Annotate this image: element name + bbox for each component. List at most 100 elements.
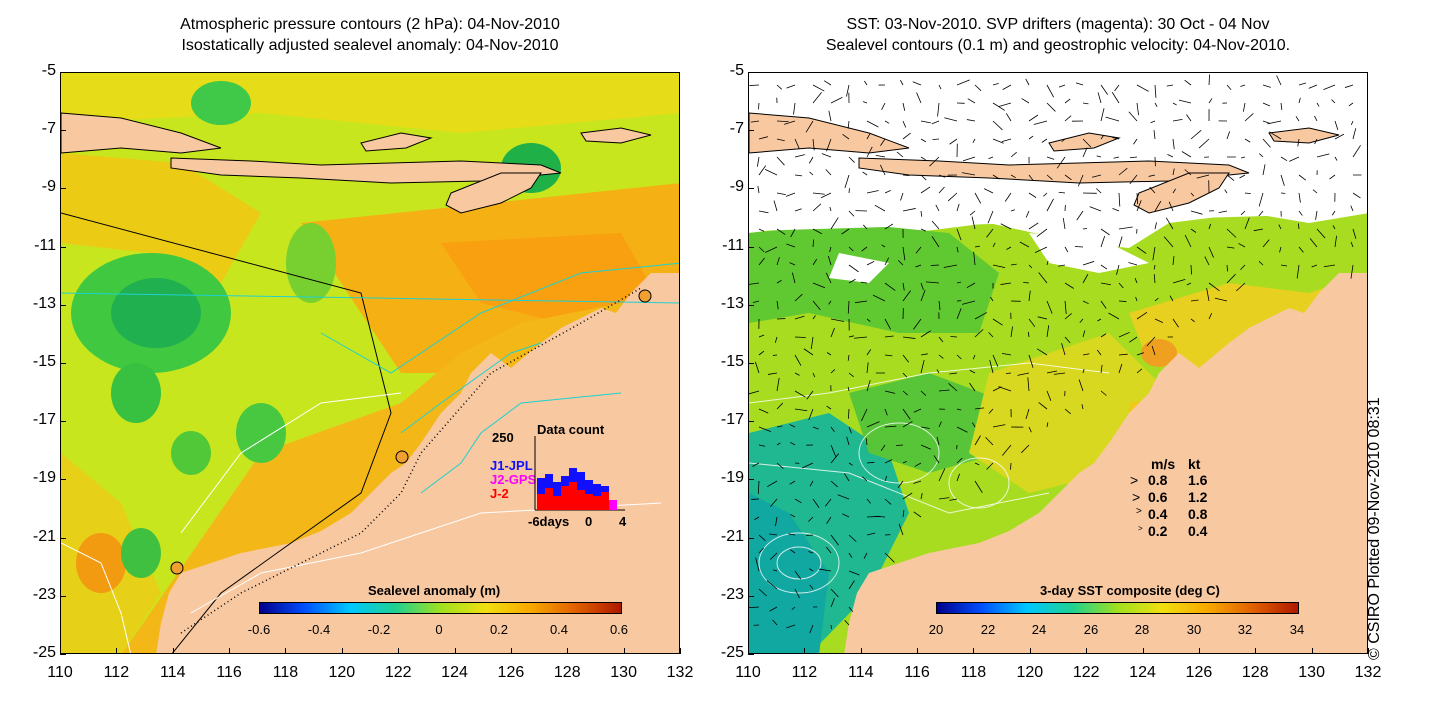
right-x-tick-label: 124 <box>1129 664 1156 681</box>
velocity-legend-kt: 1.6 <box>1188 472 1208 488</box>
sealevel-colorbar-title: Sealevel anomaly (m) <box>368 583 501 598</box>
right-title-line1: SST: 03-Nov-2010. SVP drifters (magenta)… <box>846 16 1270 33</box>
sealevel-anomaly-map <box>60 72 680 654</box>
right-x-tick-mark <box>1086 648 1088 654</box>
right-y-tick-mark <box>748 479 754 481</box>
right-y-tick-label: -23 <box>720 585 744 603</box>
sst-map <box>748 72 1368 654</box>
left-y-tick-label: -7 <box>41 120 56 138</box>
right-x-tick-label: 128 <box>1241 664 1269 681</box>
right-x-tick-mark <box>1368 648 1369 654</box>
left-x-tick-mark <box>116 648 118 654</box>
right-x-tick-label: 122 <box>1072 664 1100 681</box>
left-x-tick-label: 118 <box>272 664 299 681</box>
velocity-legend-header-kt: kt <box>1188 456 1201 472</box>
right-y-tick-mark <box>748 304 754 306</box>
sealevel-tick: 0.4 <box>549 622 569 637</box>
right-x-tick-mark <box>860 648 862 654</box>
right-y-tick-label: -25 <box>720 644 744 661</box>
left-title-line1: Atmospheric pressure contours (2 hPa): 0… <box>180 16 560 33</box>
right-x-tick-mark <box>1029 648 1031 654</box>
right-y-tick-mark <box>748 246 754 248</box>
velocity-legend-ms: 0.8 <box>1148 472 1168 488</box>
sst-tick: 22 <box>980 622 996 637</box>
right-x-tick-mark <box>973 648 975 654</box>
right-x-tick-mark <box>1255 648 1257 654</box>
left-x-tick-mark <box>229 648 231 654</box>
sst-tick: 30 <box>1186 622 1202 637</box>
left-title-line2: Isostatically adjusted sealevel anomaly:… <box>181 37 559 54</box>
copyright-text: © CSIRO Plotted 09-Nov-2010 08:31 <box>1366 397 1383 660</box>
legend-j2: J-2 <box>490 486 509 501</box>
left-x-tick-label: 120 <box>328 664 356 681</box>
left-x-tick-mark <box>60 648 61 654</box>
velocity-arrow-icon: > <box>1138 524 1143 533</box>
left-y-tick-mark <box>60 537 66 539</box>
velocity-legend-kt: 0.4 <box>1188 523 1208 539</box>
right-y-tick-mark <box>748 537 754 539</box>
right-y-tick-label: -13 <box>720 294 744 312</box>
sst-tick: 32 <box>1237 622 1253 637</box>
right-x-tick-mark <box>748 648 749 654</box>
sst-colorbar-title: 3-day SST composite (deg C) <box>1040 583 1220 598</box>
left-panel-title: Atmospheric pressure contours (2 hPa): 0… <box>60 14 680 56</box>
right-y-tick-mark <box>748 421 754 423</box>
velocity-legend-header-ms: m/s <box>1151 456 1176 472</box>
right-y-tick-label: -21 <box>720 527 744 545</box>
left-x-tick-label: 112 <box>103 664 130 681</box>
sst-tick: 20 <box>928 622 944 637</box>
velocity-legend-kt: 1.2 <box>1188 489 1208 505</box>
right-y-tick-label: -17 <box>720 411 744 429</box>
right-title-line2: Sealevel contours (0.1 m) and geostrophi… <box>825 37 1291 54</box>
sst-tick: 24 <box>1031 622 1047 637</box>
left-x-tick-label: 124 <box>441 664 468 681</box>
sst-tick: 34 <box>1289 622 1305 637</box>
velocity-legend-ms: 0.4 <box>1148 506 1168 522</box>
left-x-tick-mark <box>680 648 681 654</box>
left-y-tick-label: -13 <box>32 294 56 312</box>
data-count-xlabel-start: -6days <box>528 514 570 529</box>
right-x-tick-label: 130 <box>1298 664 1325 681</box>
left-y-tick-mark <box>60 479 66 481</box>
left-y-tick-mark <box>60 246 66 248</box>
left-y-tick-label: -9 <box>41 178 56 196</box>
right-y-tick-label: -9 <box>729 178 744 196</box>
sst-colorbar-gradient <box>936 602 1299 614</box>
left-y-tick-mark <box>60 304 66 306</box>
velocity-arrow-icon: > <box>1132 489 1141 505</box>
sealevel-tick: -0.2 <box>367 622 391 637</box>
velocity-legend-kt: 0.8 <box>1188 506 1208 522</box>
sealevel-tick: 0.2 <box>489 622 509 637</box>
sealevel-tick: -0.4 <box>307 622 331 637</box>
right-x-tick-label: 112 <box>791 664 818 681</box>
right-y-tick-mark <box>748 654 754 655</box>
right-x-tick-label: 114 <box>847 664 874 681</box>
sst-tick: 26 <box>1083 622 1099 637</box>
left-x-tick-label: 126 <box>497 664 525 681</box>
data-count-histogram <box>534 436 625 511</box>
right-panel-title: SST: 03-Nov-2010. SVP drifters (magenta)… <box>748 14 1368 56</box>
right-x-tick-mark <box>804 648 806 654</box>
sealevel-tick: -0.6 <box>247 622 271 637</box>
left-y-tick-mark <box>60 654 66 655</box>
left-y-tick-label: -21 <box>32 527 56 545</box>
legend-j1-jpl: J1-JPL <box>490 458 533 473</box>
right-y-tick-label: -11 <box>722 236 744 254</box>
left-x-tick-label: 116 <box>216 664 242 681</box>
left-x-tick-mark <box>341 648 343 654</box>
left-x-tick-label: 128 <box>553 664 581 681</box>
data-count-ymax: 250 <box>492 430 514 445</box>
left-y-tick-mark <box>60 188 66 190</box>
velocity-legend-ms: 0.2 <box>1148 523 1168 539</box>
left-y-tick-label: -17 <box>32 411 56 429</box>
right-x-tick-label: 120 <box>1016 664 1044 681</box>
right-x-tick-mark <box>1198 648 1200 654</box>
right-y-tick-mark <box>748 363 754 364</box>
left-x-tick-label: 114 <box>159 664 186 681</box>
left-y-tick-label: -11 <box>34 236 56 254</box>
left-y-tick-label: -25 <box>32 644 56 661</box>
right-y-tick-mark <box>748 595 754 597</box>
left-y-tick-mark <box>60 421 66 423</box>
left-x-tick-mark <box>285 648 287 654</box>
right-y-tick-label: -19 <box>720 469 744 487</box>
